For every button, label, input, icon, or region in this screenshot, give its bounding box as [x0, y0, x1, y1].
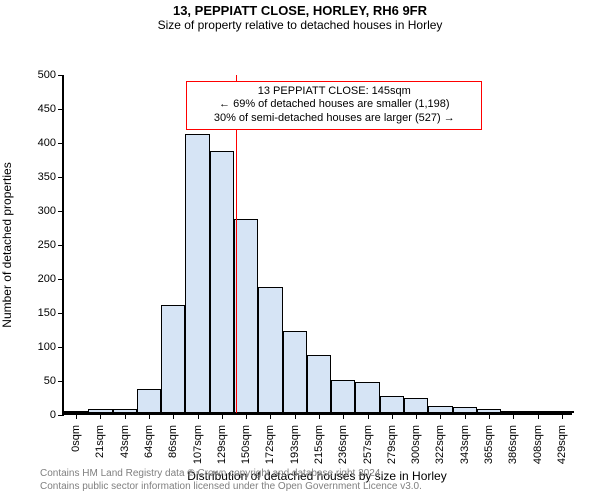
- x-tick-label: 343sqm: [459, 425, 471, 464]
- plot-area: 0501001502002503003504004505000sqm21sqm4…: [62, 75, 572, 415]
- y-tick: [58, 177, 64, 178]
- x-tick: [513, 413, 514, 419]
- footer-line-1: Contains HM Land Registry data © Crown c…: [40, 468, 383, 479]
- annotation-line-3: 30% of semi-detached houses are larger (…: [193, 112, 475, 126]
- annotation-line-1: 13 PEPPIATT CLOSE: 145sqm: [193, 85, 475, 99]
- x-tick: [465, 413, 466, 419]
- y-tick-label: 400: [16, 137, 56, 149]
- x-tick-label: 21sqm: [94, 425, 106, 458]
- histogram-bar: [137, 389, 161, 413]
- x-tick: [76, 413, 77, 419]
- x-tick: [368, 413, 369, 419]
- y-tick-label: 0: [16, 409, 56, 421]
- x-tick-label: 129sqm: [216, 425, 228, 464]
- histogram-bar: [355, 382, 379, 413]
- x-tick: [100, 413, 101, 419]
- x-tick-label: 322sqm: [434, 425, 446, 464]
- y-tick-label: 100: [16, 341, 56, 353]
- y-axis-label: Number of detached properties: [0, 162, 14, 327]
- y-tick: [58, 245, 64, 246]
- x-tick-label: 107sqm: [192, 425, 204, 464]
- x-tick: [295, 413, 296, 419]
- x-tick: [343, 413, 344, 419]
- x-tick: [222, 413, 223, 419]
- histogram-bar: [258, 287, 282, 413]
- y-tick: [58, 347, 64, 348]
- x-tick-label: 193sqm: [289, 425, 301, 464]
- x-tick-label: 386sqm: [507, 425, 519, 464]
- histogram-bar: [331, 380, 355, 413]
- annotation-box: 13 PEPPIATT CLOSE: 145sqm← 69% of detach…: [186, 81, 482, 130]
- annotation-line-2: ← 69% of detached houses are smaller (1,…: [193, 98, 475, 112]
- x-tick-label: 64sqm: [143, 425, 155, 458]
- y-tick-label: 350: [16, 171, 56, 183]
- x-tick-label: 365sqm: [483, 425, 495, 464]
- x-tick: [392, 413, 393, 419]
- x-tick: [125, 413, 126, 419]
- y-tick-label: 500: [16, 69, 56, 81]
- y-tick-label: 50: [16, 375, 56, 387]
- y-tick: [58, 381, 64, 382]
- y-tick: [58, 143, 64, 144]
- x-tick: [562, 413, 563, 419]
- x-tick: [538, 413, 539, 419]
- histogram-bar: [185, 134, 209, 413]
- x-tick-label: 236sqm: [337, 425, 349, 464]
- x-tick: [270, 413, 271, 419]
- histogram-bar: [307, 355, 331, 413]
- x-tick-label: 279sqm: [386, 425, 398, 464]
- y-tick-label: 300: [16, 205, 56, 217]
- y-tick: [58, 415, 64, 416]
- y-tick: [58, 313, 64, 314]
- histogram-bar: [210, 151, 234, 413]
- x-tick-label: 86sqm: [167, 425, 179, 458]
- page-subtitle: Size of property relative to detached ho…: [0, 19, 600, 33]
- page-title: 13, PEPPIATT CLOSE, HORLEY, RH6 9FR: [0, 0, 600, 19]
- x-tick-label: 429sqm: [556, 425, 568, 464]
- histogram-bar: [161, 305, 185, 412]
- footer-line-2: Contains public sector information licen…: [40, 481, 422, 492]
- x-tick: [198, 413, 199, 419]
- histogram-bar: [234, 219, 258, 413]
- y-tick-label: 250: [16, 239, 56, 251]
- subtitle-text: Size of property relative to detached ho…: [158, 18, 443, 32]
- y-tick: [58, 75, 64, 76]
- x-tick-label: 257sqm: [362, 425, 374, 464]
- footer: Contains HM Land Registry data © Crown c…: [40, 468, 422, 493]
- x-tick: [246, 413, 247, 419]
- histogram-bar: [404, 398, 428, 413]
- x-tick: [489, 413, 490, 419]
- y-tick: [58, 211, 64, 212]
- histogram-bar: [283, 331, 307, 413]
- x-tick: [440, 413, 441, 419]
- y-tick: [58, 279, 64, 280]
- x-tick-label: 215sqm: [313, 425, 325, 464]
- x-tick: [416, 413, 417, 419]
- y-tick-label: 150: [16, 307, 56, 319]
- histogram-bar: [428, 406, 452, 413]
- x-tick-label: 43sqm: [119, 425, 131, 458]
- x-tick: [149, 413, 150, 419]
- histogram-bar: [380, 396, 404, 413]
- title-text: 13, PEPPIATT CLOSE, HORLEY, RH6 9FR: [173, 3, 427, 18]
- y-tick-label: 200: [16, 273, 56, 285]
- x-tick: [173, 413, 174, 419]
- chart: 0 50 100 150 200 250 300 350 400 450 500 0sqm 21sqm 4…: [0, 33, 600, 483]
- x-tick-label: 0sqm: [70, 425, 82, 452]
- y-tick: [58, 109, 64, 110]
- x-tick-label: 150sqm: [240, 425, 252, 464]
- x-tick-label: 172sqm: [264, 425, 276, 464]
- x-tick-label: 408sqm: [532, 425, 544, 464]
- y-tick-label: 450: [16, 103, 56, 115]
- x-tick: [319, 413, 320, 419]
- x-tick-label: 300sqm: [410, 425, 422, 464]
